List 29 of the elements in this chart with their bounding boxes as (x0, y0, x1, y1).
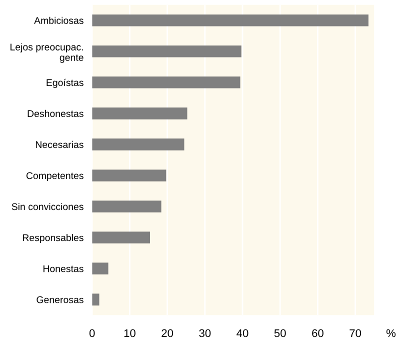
y-tick-label: Ambiciosas (34, 16, 84, 24)
y-tick-label: Honestas (44, 265, 84, 272)
bar (92, 294, 100, 306)
bar (92, 262, 108, 274)
x-tick-label: 70 (350, 329, 362, 338)
x-tick-label: 30 (199, 329, 211, 338)
bar (92, 108, 188, 120)
bar (92, 200, 162, 212)
y-tick-label: Competentes (26, 172, 84, 182)
bar (92, 138, 184, 150)
y-tick-label: Generosas (36, 296, 84, 304)
bar (92, 14, 368, 26)
bar (92, 45, 242, 58)
y-tick-label: Deshonestas (28, 110, 84, 118)
x-tick-label: 40 (236, 329, 248, 338)
bar (92, 76, 240, 88)
y-tick-label: Sin convicciones (12, 202, 84, 210)
bar (92, 170, 166, 182)
y-tick-label: Lejos preocupac. gente (10, 43, 84, 63)
y-tick-label: Egoístas (46, 78, 84, 88)
y-tick-label: Necesarias (36, 140, 84, 148)
x-tick-label: 60 (312, 329, 324, 338)
x-tick-label: 0 (89, 329, 95, 338)
x-tick-label: 20 (162, 329, 174, 338)
y-tick-label: Responsables (22, 234, 84, 244)
bar (92, 232, 150, 244)
x-tick-label: 50 (274, 329, 286, 338)
x-axis-title: % (386, 329, 396, 338)
x-tick-label: 10 (124, 329, 136, 338)
